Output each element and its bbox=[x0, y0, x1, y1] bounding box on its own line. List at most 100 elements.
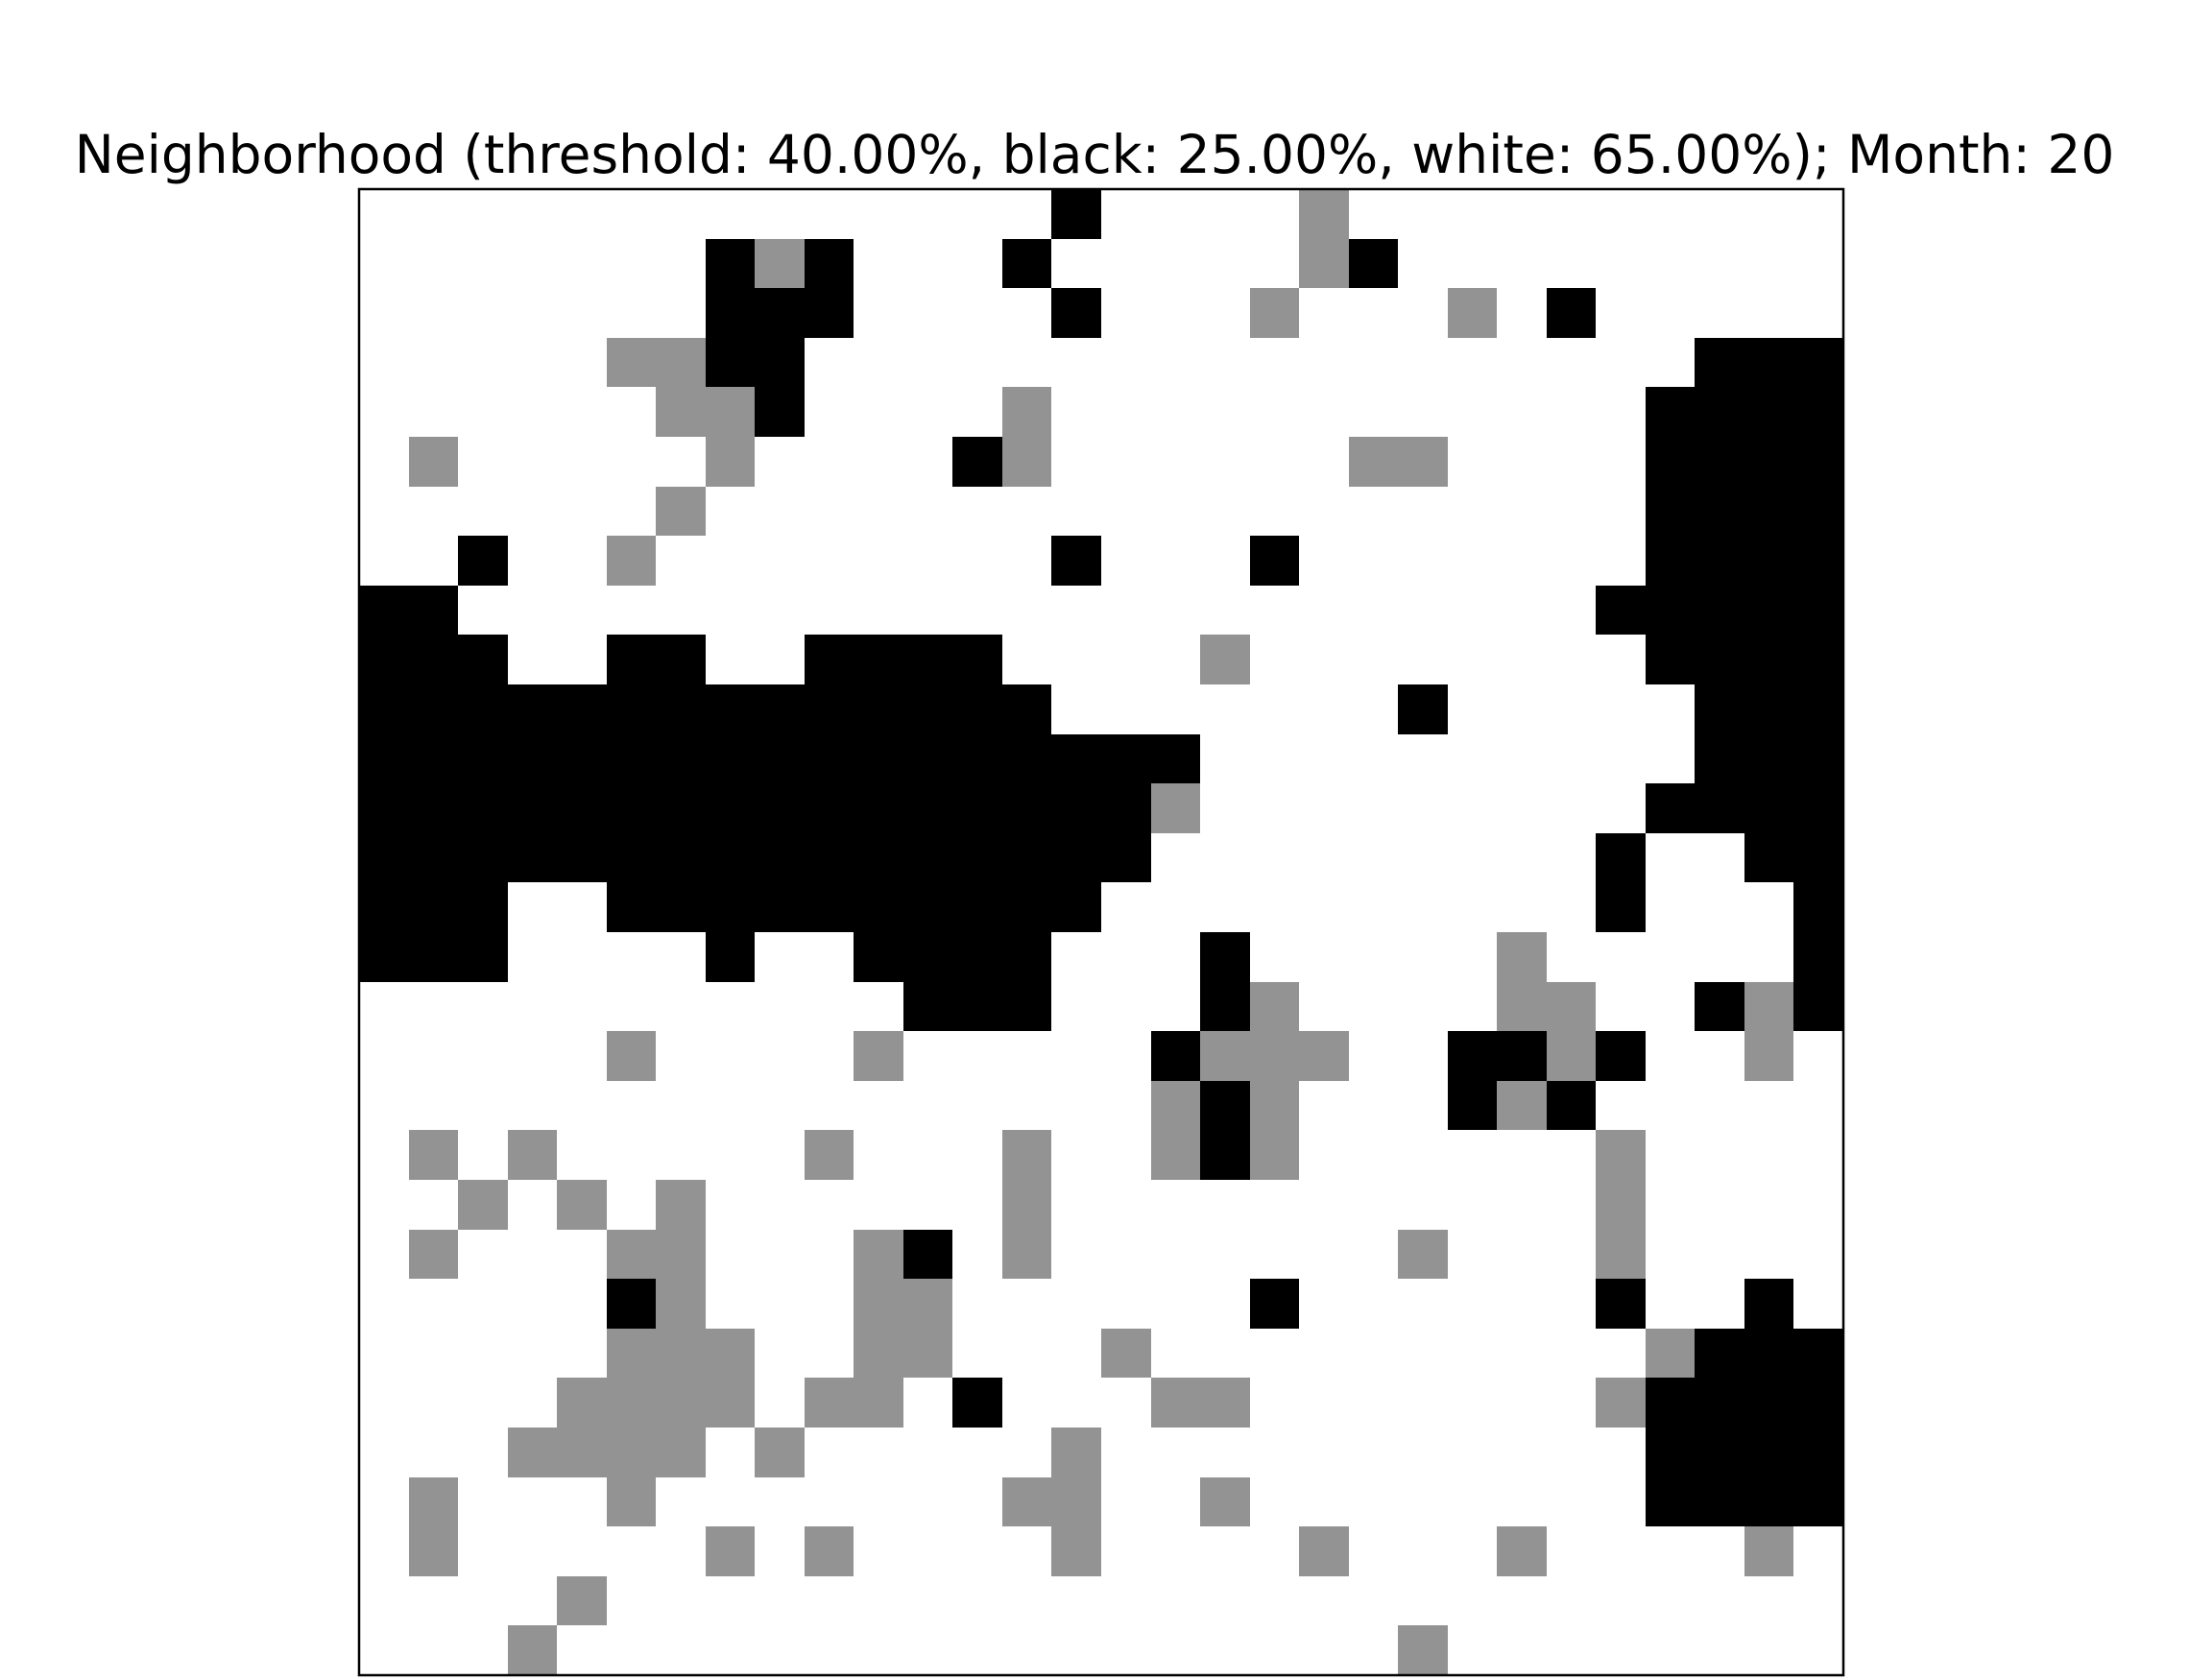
white-cell bbox=[1547, 734, 1596, 783]
white-cell bbox=[656, 586, 706, 635]
white-cell bbox=[656, 932, 706, 982]
white-cell bbox=[1793, 1576, 1843, 1625]
white-cell bbox=[1200, 783, 1250, 833]
white-cell bbox=[1646, 1081, 1695, 1130]
white-cell bbox=[854, 1625, 903, 1675]
black-cell bbox=[903, 1230, 952, 1279]
white-cell bbox=[1299, 783, 1349, 833]
white-cell bbox=[1497, 635, 1547, 684]
black-cell bbox=[1793, 734, 1843, 783]
white-cell bbox=[805, 1081, 854, 1130]
white-cell bbox=[1793, 1230, 1843, 1279]
white-cell bbox=[952, 1526, 1002, 1576]
white-cell bbox=[1250, 1625, 1299, 1675]
white-cell bbox=[1497, 288, 1547, 338]
white-cell bbox=[1448, 189, 1497, 239]
white-cell bbox=[1448, 1130, 1497, 1180]
white-cell bbox=[359, 1526, 409, 1576]
white-cell bbox=[805, 982, 854, 1031]
white-cell bbox=[1101, 1230, 1151, 1279]
empty-cell bbox=[1744, 982, 1793, 1031]
black-cell bbox=[755, 338, 805, 387]
white-cell bbox=[1101, 1180, 1151, 1230]
white-cell bbox=[1151, 536, 1200, 586]
white-cell bbox=[1101, 487, 1151, 536]
white-cell bbox=[854, 586, 903, 635]
black-cell bbox=[409, 783, 458, 833]
white-cell bbox=[755, 1031, 805, 1081]
white-cell bbox=[854, 189, 903, 239]
white-cell bbox=[755, 437, 805, 487]
empty-cell bbox=[656, 387, 706, 437]
white-cell bbox=[952, 1031, 1002, 1081]
white-cell bbox=[755, 1329, 805, 1378]
white-cell bbox=[1299, 1329, 1349, 1378]
black-cell bbox=[508, 734, 557, 783]
black-cell bbox=[1793, 932, 1843, 982]
white-cell bbox=[1200, 1576, 1250, 1625]
white-cell bbox=[805, 586, 854, 635]
empty-cell bbox=[1398, 1625, 1448, 1675]
white-cell bbox=[359, 982, 409, 1031]
black-cell bbox=[903, 684, 952, 734]
empty-cell bbox=[805, 1526, 854, 1576]
black-cell bbox=[1547, 288, 1596, 338]
white-cell bbox=[1002, 1428, 1051, 1477]
white-cell bbox=[952, 1279, 1002, 1329]
white-cell bbox=[1101, 1378, 1151, 1428]
black-cell bbox=[458, 833, 508, 882]
empty-cell bbox=[854, 1230, 903, 1279]
black-cell bbox=[1002, 982, 1051, 1031]
white-cell bbox=[1596, 189, 1646, 239]
white-cell bbox=[1200, 1625, 1250, 1675]
black-cell bbox=[1744, 635, 1793, 684]
white-cell bbox=[607, 487, 656, 536]
black-cell bbox=[1002, 684, 1051, 734]
empty-cell bbox=[1250, 982, 1299, 1031]
white-cell bbox=[1398, 1428, 1448, 1477]
black-cell bbox=[952, 982, 1002, 1031]
empty-cell bbox=[557, 1576, 607, 1625]
white-cell bbox=[409, 189, 458, 239]
black-cell bbox=[1051, 882, 1101, 932]
black-cell bbox=[1250, 536, 1299, 586]
empty-cell bbox=[1744, 1031, 1793, 1081]
black-cell bbox=[1793, 437, 1843, 487]
white-cell bbox=[755, 1625, 805, 1675]
black-cell bbox=[1051, 783, 1101, 833]
white-cell bbox=[1793, 239, 1843, 288]
white-cell bbox=[1002, 1378, 1051, 1428]
white-cell bbox=[1349, 734, 1398, 783]
white-cell bbox=[1497, 684, 1547, 734]
white-cell bbox=[1744, 1130, 1793, 1180]
black-cell bbox=[1002, 882, 1051, 932]
white-cell bbox=[706, 1130, 755, 1180]
black-cell bbox=[1793, 1477, 1843, 1526]
black-cell bbox=[656, 635, 706, 684]
white-cell bbox=[706, 1081, 755, 1130]
white-cell bbox=[1250, 1526, 1299, 1576]
white-cell bbox=[1744, 1230, 1793, 1279]
black-cell bbox=[1002, 833, 1051, 882]
empty-cell bbox=[854, 1329, 903, 1378]
empty-cell bbox=[854, 1031, 903, 1081]
white-cell bbox=[1448, 338, 1497, 387]
white-cell bbox=[952, 338, 1002, 387]
white-cell bbox=[557, 1329, 607, 1378]
white-cell bbox=[359, 1329, 409, 1378]
white-cell bbox=[1646, 189, 1695, 239]
white-cell bbox=[1695, 1625, 1744, 1675]
white-cell bbox=[1596, 1625, 1646, 1675]
white-cell bbox=[1002, 1625, 1051, 1675]
black-cell bbox=[1744, 833, 1793, 882]
black-cell bbox=[706, 684, 755, 734]
black-cell bbox=[1596, 1031, 1646, 1081]
black-cell bbox=[1151, 1031, 1200, 1081]
white-cell bbox=[706, 1625, 755, 1675]
white-cell bbox=[656, 288, 706, 338]
white-cell bbox=[1448, 387, 1497, 437]
white-cell bbox=[1200, 536, 1250, 586]
white-cell bbox=[458, 387, 508, 437]
white-cell bbox=[1398, 1081, 1448, 1130]
white-cell bbox=[1200, 288, 1250, 338]
